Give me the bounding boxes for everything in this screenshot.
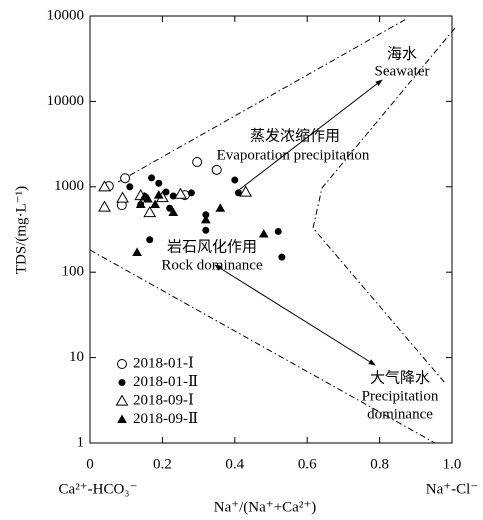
arrow — [234, 79, 383, 194]
point — [231, 176, 239, 184]
point — [116, 191, 129, 203]
x-tick-label: 0.8 — [370, 456, 389, 472]
y-axis-label: TDS/(mg·L⁻¹) — [13, 186, 29, 274]
point — [274, 227, 282, 235]
point — [150, 199, 161, 209]
y-tick-label: 10 — [69, 349, 84, 365]
corner-label: Na⁺-Cl⁻ — [426, 481, 479, 497]
y-tick-label: 1 — [77, 434, 85, 450]
x-tick-label: 0.2 — [153, 456, 172, 472]
annotation: 岩石风化作用 — [167, 238, 257, 256]
x-axis-label: Na⁺/(Na⁺+Ca²⁺) — [214, 499, 317, 515]
point — [98, 180, 111, 192]
y-tick-label: 100 — [62, 264, 85, 280]
x-tick-label: 0 — [86, 456, 94, 472]
legend-label: 2018-09-Ⅱ — [133, 411, 198, 427]
point — [98, 200, 111, 212]
point — [211, 164, 222, 175]
annotation: Precipitation — [362, 388, 439, 404]
point — [278, 253, 286, 261]
point — [143, 206, 157, 218]
point — [168, 207, 179, 217]
legend-marker — [117, 359, 127, 369]
plot-frame — [89, 15, 453, 444]
point — [192, 157, 203, 168]
legend-marker — [117, 414, 127, 423]
annotation: 蒸发浓缩作用 — [250, 127, 340, 145]
legend-label: 2018-01-Ⅱ — [133, 374, 198, 390]
point — [120, 173, 131, 184]
legend-label: 2018-01-Ⅰ — [133, 355, 194, 371]
point — [146, 236, 154, 244]
annotation: dominance — [367, 406, 433, 422]
point — [187, 189, 195, 197]
annotation: Rock dominance — [161, 257, 263, 273]
legend-marker — [115, 394, 129, 406]
point — [153, 190, 164, 199]
x-tick-label: 0.6 — [298, 456, 317, 472]
point — [202, 226, 210, 234]
annotation: 海水 — [387, 45, 417, 63]
point — [239, 185, 253, 197]
point — [215, 203, 226, 212]
x-tick-label: 1.0 — [443, 456, 462, 472]
point — [155, 179, 163, 187]
legend-marker — [118, 379, 126, 386]
point — [139, 191, 150, 201]
annotation: Seawater — [375, 63, 430, 79]
point — [166, 204, 174, 212]
boundary-line — [89, 249, 436, 444]
boundary-line — [312, 27, 456, 384]
point — [126, 183, 134, 191]
point — [258, 229, 269, 238]
boundary-line — [117, 17, 409, 183]
x-tick-label: 0.4 — [225, 456, 244, 472]
annotation: 大气降水 — [370, 369, 430, 387]
y-tick-label: 1000 — [54, 178, 84, 194]
point — [148, 174, 156, 182]
y-tick-label: 10000 — [47, 93, 85, 109]
y-tick-label: 10000 — [47, 7, 85, 23]
point — [162, 188, 170, 196]
legend-label: 2018-09-Ⅰ — [133, 392, 194, 408]
point — [200, 214, 211, 224]
point — [132, 247, 142, 257]
point — [234, 189, 242, 197]
annotation: Evaporation precipitation — [217, 147, 370, 163]
arrow — [214, 264, 376, 366]
point — [174, 187, 187, 199]
point — [135, 199, 146, 209]
corner-label: Ca²⁺-HCO₃⁻ — [59, 481, 138, 497]
